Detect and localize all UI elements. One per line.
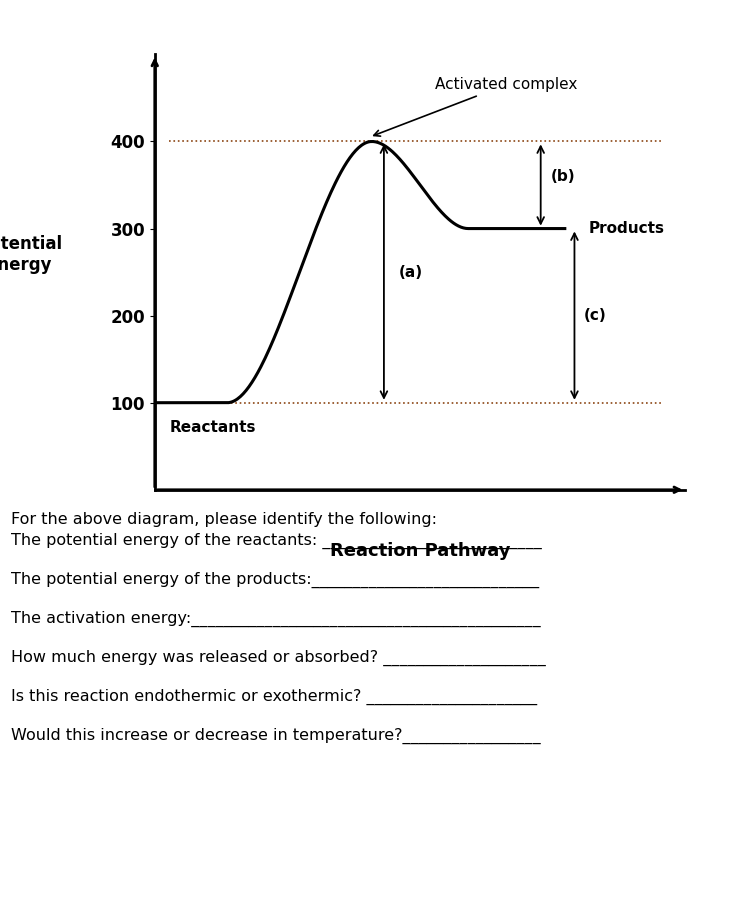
Text: The potential energy of the products:____________________________: The potential energy of the products:___… bbox=[11, 571, 539, 588]
Text: The potential energy of the reactants: ___________________________: The potential energy of the reactants: _… bbox=[11, 532, 542, 549]
Text: Activated complex: Activated complex bbox=[374, 77, 577, 136]
Text: Reaction Pathway: Reaction Pathway bbox=[330, 541, 510, 560]
Text: Reactants: Reactants bbox=[170, 420, 256, 434]
Text: (c): (c) bbox=[584, 308, 607, 323]
Text: (a): (a) bbox=[399, 265, 422, 279]
Text: Would this increase or decrease in temperature?_________________: Would this increase or decrease in tempe… bbox=[11, 727, 541, 744]
Text: Products: Products bbox=[589, 221, 665, 236]
Text: Potential
Energy: Potential Energy bbox=[0, 235, 62, 274]
Text: The activation energy:___________________________________________: The activation energy:__________________… bbox=[11, 610, 541, 627]
Text: How much energy was released or absorbed? ____________________: How much energy was released or absorbed… bbox=[11, 649, 546, 666]
Text: Is this reaction endothermic or exothermic? _____________________: Is this reaction endothermic or exotherm… bbox=[11, 688, 537, 705]
Text: (b): (b) bbox=[551, 169, 575, 184]
Text: For the above diagram, please identify the following:: For the above diagram, please identify t… bbox=[11, 512, 437, 528]
